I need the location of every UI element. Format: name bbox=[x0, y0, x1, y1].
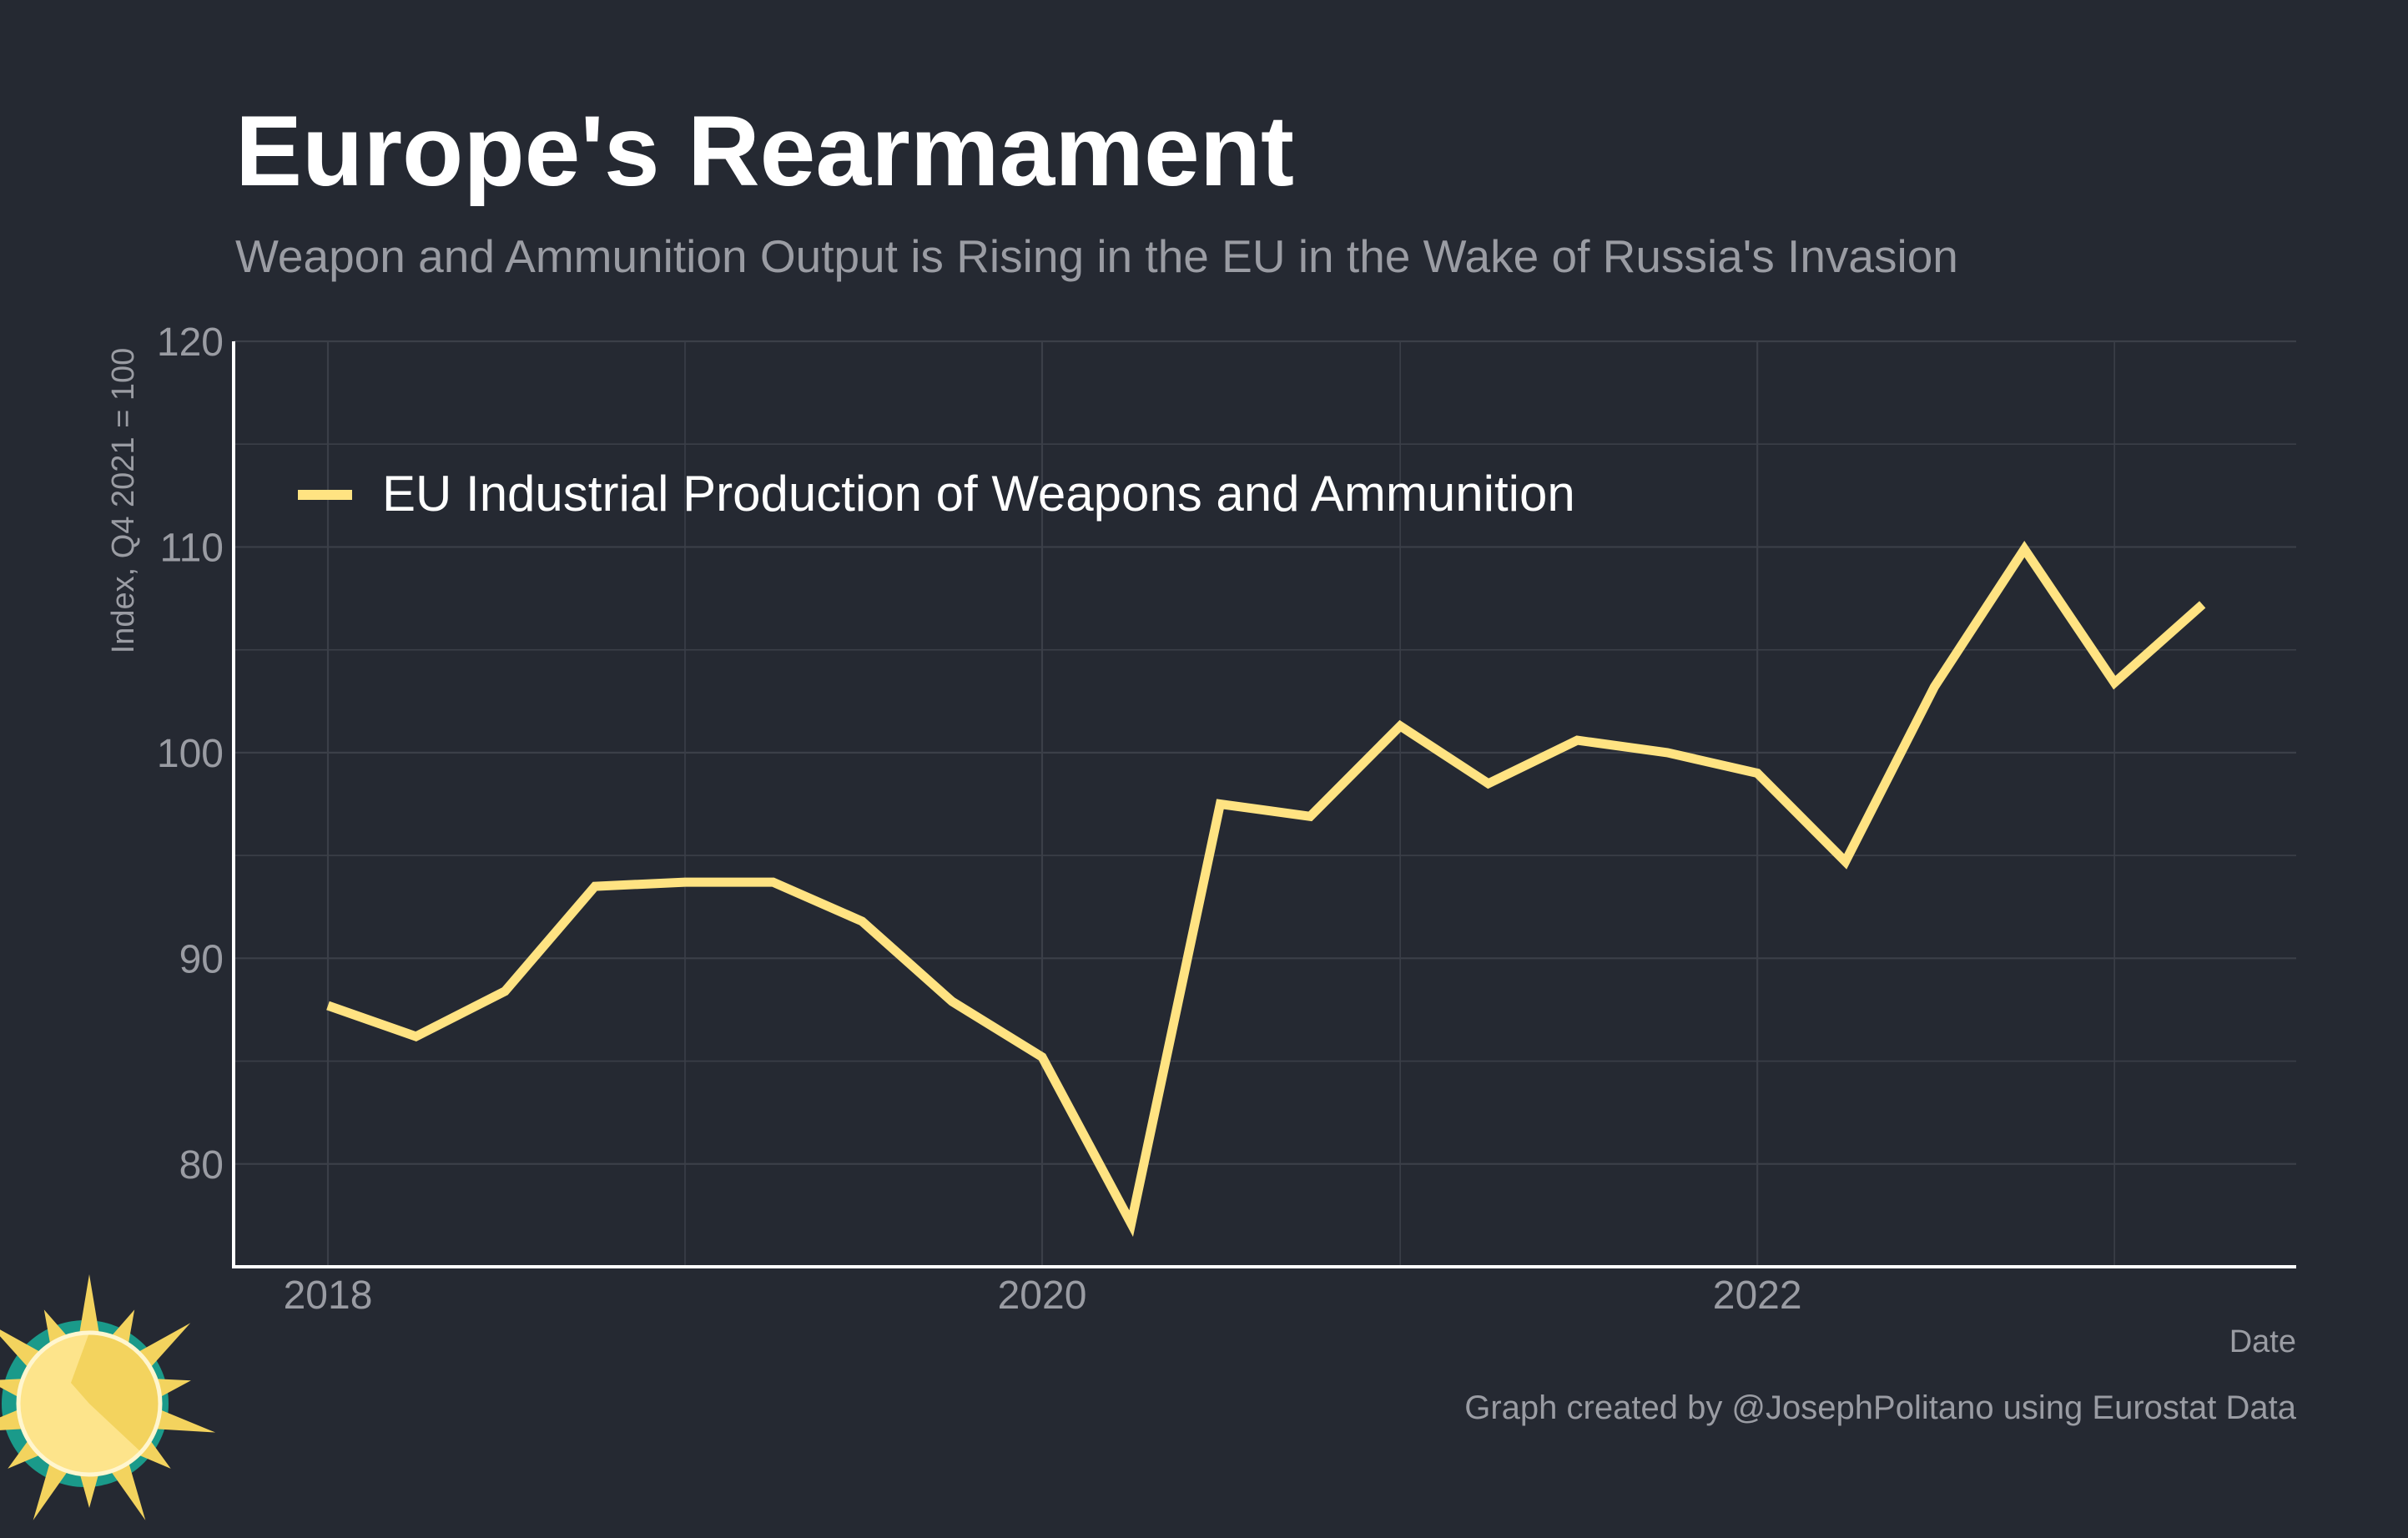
y-tick-labels: 80 90 100 110 120 bbox=[157, 320, 224, 1188]
y-tick-label: 110 bbox=[159, 526, 224, 570]
gridlines bbox=[234, 340, 2296, 1267]
y-tick-label: 100 bbox=[157, 732, 224, 776]
sun-ray bbox=[78, 1470, 100, 1508]
sun-ray bbox=[33, 1458, 71, 1520]
y-axis-title: Index, Q4 2021 = 100 bbox=[106, 348, 141, 654]
x-tick-label: 2022 bbox=[1713, 1273, 1802, 1318]
chart-title: Europe's Rearmament bbox=[235, 95, 1294, 207]
series-line bbox=[326, 540, 2206, 1238]
sun-ray bbox=[151, 1408, 216, 1433]
x-tick-label: 2018 bbox=[284, 1273, 373, 1318]
y-tick-label: 90 bbox=[179, 937, 224, 981]
series-layer bbox=[326, 540, 2206, 1238]
axes bbox=[232, 341, 2296, 1268]
y-tick-label: 80 bbox=[179, 1143, 224, 1188]
chart-subtitle: Weapon and Ammunition Output is Rising i… bbox=[235, 230, 1958, 282]
x-axis-title: Date bbox=[2229, 1324, 2296, 1359]
sun-ray bbox=[78, 1274, 100, 1338]
x-tick-labels: 2018 2020 2022 bbox=[284, 1273, 1802, 1318]
legend-label: EU Industrial Production of Weapons and … bbox=[382, 466, 1575, 522]
y-tick-label: 120 bbox=[157, 320, 224, 365]
sun-logo-icon bbox=[0, 1274, 216, 1520]
sun-ray bbox=[133, 1323, 191, 1371]
x-tick-label: 2020 bbox=[998, 1273, 1087, 1318]
legend: EU Industrial Production of Weapons and … bbox=[298, 466, 1575, 522]
sun-ray bbox=[108, 1458, 146, 1520]
credit-text: Graph created by @JosephPolitano using E… bbox=[1464, 1389, 2296, 1426]
